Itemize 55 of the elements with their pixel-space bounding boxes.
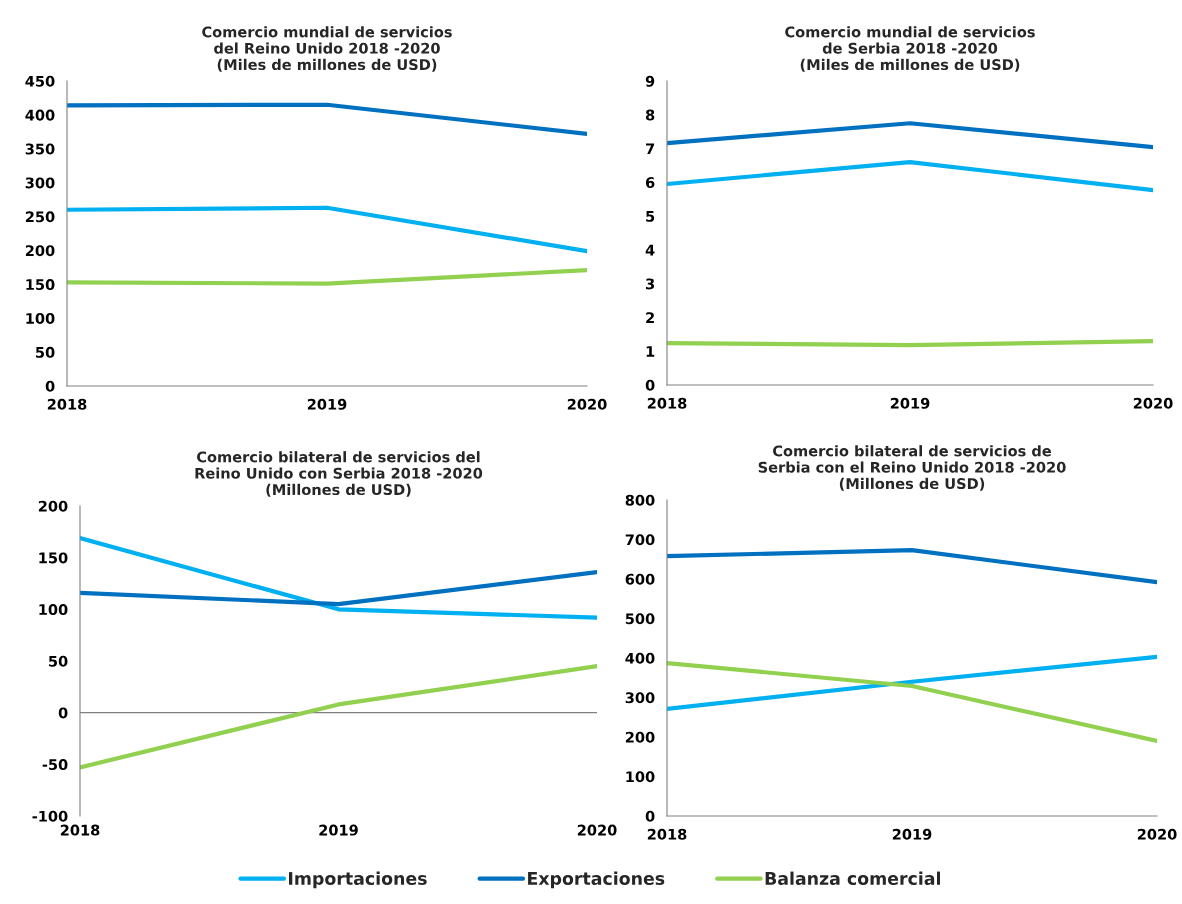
y-tick-label: 200 — [625, 731, 655, 743]
y-tick-label: 800 — [625, 494, 655, 506]
chart-title: Comercio bilateral de servicios del Reino Unido con Serbia 2018 -2020 (Millones de USD) — [195, 451, 483, 497]
x-tick-label: 2019 — [319, 824, 358, 836]
y-tick-label: 150 — [26, 279, 55, 291]
x-tick-label: 2020 — [577, 824, 617, 836]
y-tick-label: 250 — [25, 211, 55, 223]
y-tick-label: 6 — [645, 177, 655, 189]
y-tick-label: 200 — [38, 500, 68, 512]
x-tick-label: 2019 — [892, 828, 932, 840]
y-tick-label: 0 — [645, 379, 655, 391]
chart-title: Comercio bilateral de servicios de Serbia con el Reino Unido 2018 -2020 (Millones de USD) — [758, 445, 1066, 491]
y-tick-label: 4 — [645, 244, 655, 256]
x-tick-label: 2019 — [890, 397, 930, 409]
y-tick-label: 100 — [26, 312, 55, 324]
y-tick-label: -50 — [42, 759, 68, 771]
y-tick-label: 350 — [25, 143, 55, 155]
y-tick-label: 8 — [645, 109, 655, 121]
y-tick-label: 0 — [645, 810, 655, 822]
chart-title: Comercio mundial de servicios de Serbia 2018 -2020 (Miles de millones de USD) — [785, 26, 1035, 72]
x-tick-label: 2019 — [307, 398, 347, 410]
y-tick-label: 100 — [39, 604, 68, 616]
y-tick-label: 0 — [58, 707, 68, 719]
y-tick-label: 5 — [646, 211, 655, 222]
y-tick-label: 7 — [646, 143, 655, 155]
y-tick-label: 450 — [25, 75, 55, 87]
y-tick-label: 0 — [45, 380, 55, 392]
y-tick-label: 2 — [646, 312, 654, 323]
x-tick-label: 2018 — [47, 398, 87, 410]
legend-label: Importaciones — [289, 871, 427, 889]
x-tick-label: 2018 — [647, 397, 687, 409]
y-tick-label: 50 — [36, 346, 55, 358]
x-tick-label: 2020 — [1133, 397, 1173, 409]
x-tick-label: 2020 — [567, 398, 607, 410]
y-tick-label: 3 — [646, 278, 655, 290]
y-tick-label: 300 — [25, 177, 55, 189]
x-tick-label: 2018 — [647, 828, 687, 840]
y-tick-label: 400 — [625, 652, 655, 664]
y-tick-label: -100 — [32, 810, 68, 822]
y-tick-label: 1 — [646, 346, 655, 357]
legend-label: Exportaciones — [528, 871, 665, 889]
y-tick-label: 400 — [25, 109, 55, 121]
x-tick-label: 2018 — [60, 824, 100, 836]
y-tick-label: 100 — [626, 771, 655, 783]
y-tick-label: 9 — [645, 75, 655, 87]
y-tick-label: 500 — [625, 613, 655, 625]
y-tick-label: 600 — [625, 573, 655, 585]
y-tick-label: 200 — [25, 245, 55, 257]
y-tick-label: 150 — [39, 552, 68, 564]
chart-title: Comercio mundial de servicios del Reino Unido 2018 -2020 (Miles de millones de USD) — [202, 26, 452, 72]
y-tick-label: 50 — [49, 655, 68, 667]
x-tick-label: 2020 — [1137, 828, 1177, 840]
y-tick-label: 300 — [625, 692, 655, 704]
y-tick-label: 700 — [625, 534, 655, 546]
legend-label: Balanza comercial — [765, 871, 940, 886]
